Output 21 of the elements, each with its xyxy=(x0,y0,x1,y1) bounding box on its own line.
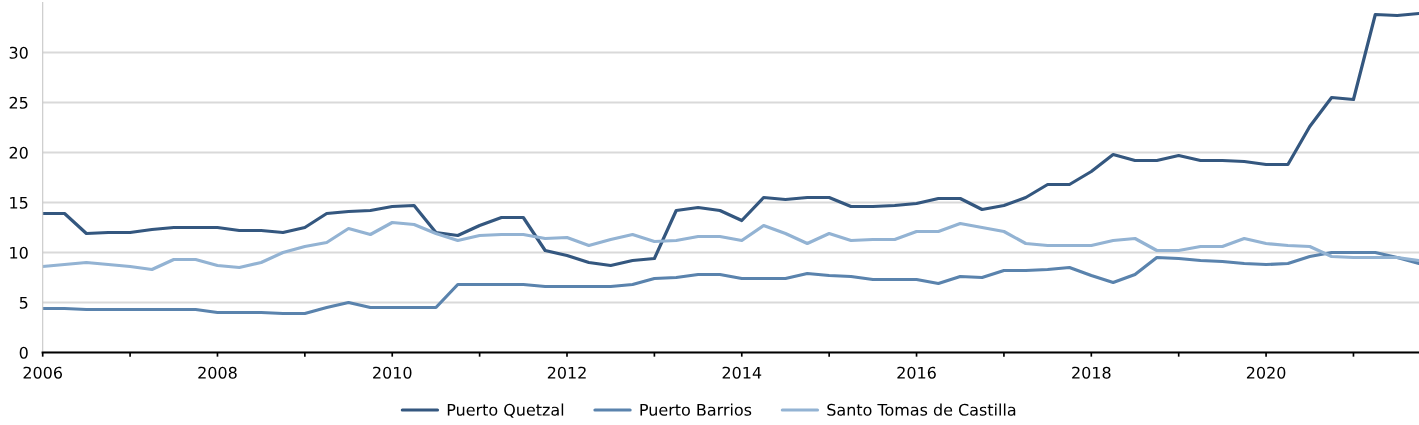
y-tick-label: 5 xyxy=(19,296,28,309)
y-tick-label: 20 xyxy=(9,146,28,159)
y-tick-label: 30 xyxy=(9,46,28,59)
line-series xyxy=(42,11,1419,268)
x-tick-label: 2008 xyxy=(198,366,237,379)
y-tick-label: 15 xyxy=(10,196,28,209)
legend-label: Santo Tomas de Castilla xyxy=(827,403,1016,416)
line-series xyxy=(42,250,1419,316)
line-series xyxy=(42,220,1419,272)
x-tick-label: 2018 xyxy=(1072,366,1111,379)
x-tick-label: 2006 xyxy=(23,366,63,379)
x-tick-label: 2014 xyxy=(722,366,762,379)
y-tick-label: 10 xyxy=(10,246,28,259)
x-tick-label: 2020 xyxy=(1246,366,1286,379)
legend-label: Puerto Barrios xyxy=(640,403,752,416)
y-tick-label: 25 xyxy=(9,96,28,109)
legend-label: Puerto Quetzal xyxy=(447,403,564,418)
x-tick-label: 2010 xyxy=(373,366,412,379)
y-tick-label: 0 xyxy=(19,346,28,359)
x-tick-label: 2012 xyxy=(547,366,586,379)
x-tick-label: 2016 xyxy=(897,366,936,379)
